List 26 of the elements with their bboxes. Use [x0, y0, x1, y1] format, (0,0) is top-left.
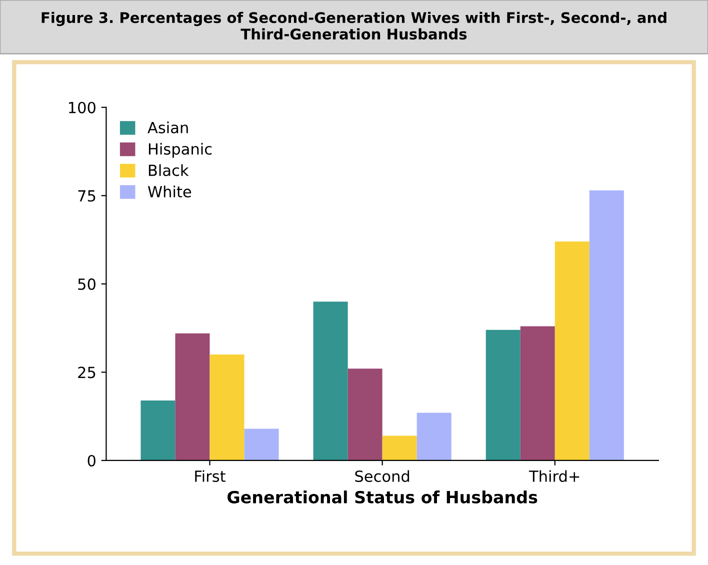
bar	[140, 400, 176, 460]
chart-title: Figure 3. Percentages of Second-Generation Wives with First-, Second-, and Third-Generation Husbands	[42, 12, 666, 40]
bar	[589, 190, 624, 460]
bar	[244, 428, 279, 460]
y-tick-label: 0	[88, 454, 96, 466]
x-tick-label: Second	[355, 470, 410, 482]
y-tick-label: 75	[78, 190, 96, 202]
y-tick-label: 100	[68, 102, 96, 114]
x-tick-label: Third+	[528, 470, 580, 482]
bar	[313, 302, 348, 460]
bar	[175, 333, 210, 460]
bar	[210, 354, 244, 460]
legend-label: White	[148, 186, 192, 198]
legend-label: Hispanic	[148, 142, 212, 158]
y-tick-label: 25	[78, 366, 96, 378]
legend-label: Asian	[148, 122, 188, 134]
x-tick-label: First	[195, 470, 226, 482]
bar	[554, 242, 590, 460]
bar	[382, 436, 417, 460]
bar	[416, 412, 452, 460]
legend-label: Black	[148, 164, 189, 176]
bar	[348, 368, 382, 460]
bar	[486, 330, 520, 460]
y-tick-label: 50	[78, 278, 96, 290]
x-axis-title: Generational Status of Husbands	[228, 490, 538, 504]
bar	[520, 326, 555, 460]
